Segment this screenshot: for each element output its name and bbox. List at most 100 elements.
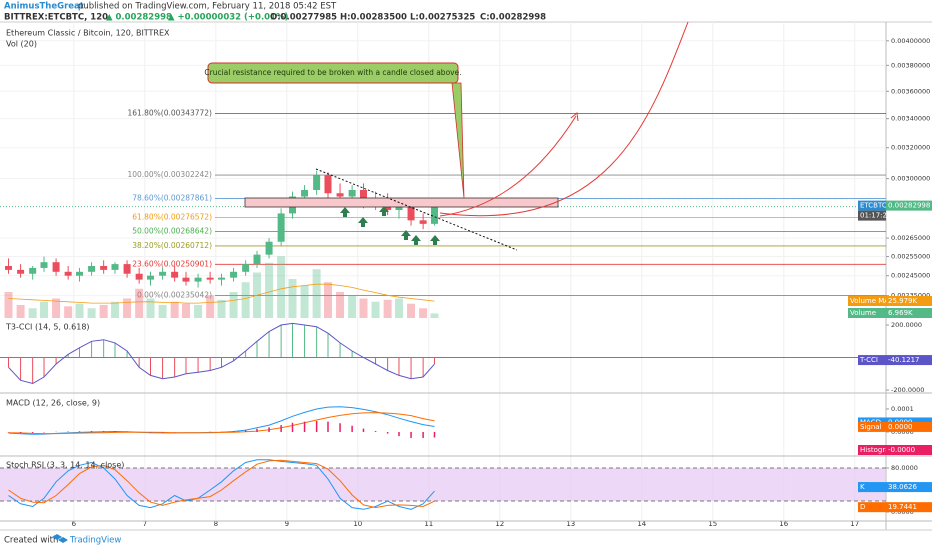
axis-tag (886, 296, 932, 306)
x-tick-label: 11 (424, 520, 433, 528)
axis-tag (858, 421, 886, 432)
pane-title: Stoch RSI (3, 3, 14, 14, close) (6, 461, 124, 470)
symbol: BITTREX:ETCBTC, 120 (4, 13, 108, 23)
axis-tag (886, 445, 932, 455)
volume-bar (348, 295, 357, 318)
volume-bar (135, 288, 144, 318)
axis-tag (848, 296, 886, 306)
volume-bar (371, 301, 380, 318)
candle-body (253, 254, 261, 265)
candle-body (242, 264, 250, 272)
y-tick-label: 0.00380000 (891, 61, 930, 69)
volume-bar (407, 303, 416, 318)
axis-tag-text: Signal (860, 423, 882, 431)
x-tick-label: 10 (353, 520, 362, 528)
candle-body (52, 262, 60, 272)
arrow (401, 230, 411, 240)
x-tick-label: 7 (143, 520, 147, 528)
author[interactable]: AnimusTheGreat (4, 2, 84, 12)
volume-bar (394, 298, 403, 318)
volume-bar (87, 308, 96, 318)
axis-tag (858, 502, 886, 513)
volume-bar (64, 306, 73, 318)
y-tick-label: 0.00245000 (891, 272, 930, 280)
candle-body (29, 267, 37, 274)
fib-label: 61.80%(0.00276572) (132, 213, 212, 222)
x-tick-label: 6 (72, 520, 77, 528)
callout-text: Crucial resistance required to be broken… (204, 68, 461, 77)
x-tick-label: 15 (708, 520, 717, 528)
axis-tag-text: 38.0626 (888, 483, 917, 491)
logo (52, 534, 68, 543)
volume-bar (336, 292, 345, 318)
volume-bar (182, 303, 191, 318)
indicator-line (8, 322, 435, 385)
y-tick-label: 0.0001 (891, 405, 914, 413)
indicator-line (8, 459, 435, 509)
candle-body (313, 175, 321, 190)
y-tick-label: 0.00300000 (891, 175, 930, 183)
footer-brand[interactable]: TradingView (69, 536, 121, 546)
y-tick-label: 0.0000 (891, 428, 914, 436)
ohlc-high: H:0.00283500 (340, 13, 407, 23)
projection-curve (439, 21, 689, 217)
candle-body (265, 241, 273, 255)
volume-title: Vol (20) (6, 40, 37, 49)
fib-label: 38.20%(0.00260712) (132, 241, 212, 250)
pane-title: Ethereum Classic / Bitcoin, 120, BITTREX (6, 29, 170, 38)
volume-bar (323, 282, 332, 318)
ohlc-open: O:0.00277985 (270, 13, 337, 23)
volume-bar (312, 269, 321, 318)
axis-tag (886, 308, 932, 318)
axis-tag-text: D (860, 503, 865, 511)
candle-body (182, 277, 190, 282)
arrow (358, 217, 368, 227)
fib-label: 100.00%(0.00302242) (127, 170, 212, 179)
candle-body (88, 266, 96, 272)
y-tick-label: 200.0000 (891, 321, 922, 329)
axis-tag-text: -0.0000 (888, 446, 915, 454)
y-tick-label: 0.00255000 (891, 253, 930, 261)
candle-body (17, 269, 25, 274)
up-arrows (340, 206, 440, 245)
last-price: ▲ 0.00282998 (106, 13, 172, 23)
axis-tag (858, 355, 886, 366)
fib-label: 161.80%(0.00343772) (127, 108, 212, 117)
volume-bar (170, 301, 179, 318)
x-tick-label: 12 (495, 520, 504, 528)
axis-tag-text: 6.969K (888, 309, 913, 317)
candle-body (206, 277, 214, 280)
candle-body (147, 275, 155, 280)
axis-tag-text: K (860, 483, 865, 491)
axis-tag (848, 308, 886, 318)
candle-body (359, 189, 367, 204)
indicator-line (8, 412, 435, 435)
y-tick-label: 0.00400000 (891, 37, 930, 45)
volume-bar (277, 256, 286, 318)
volume-bar (217, 299, 226, 318)
candle-body (407, 204, 415, 221)
candle-body (76, 271, 84, 276)
axis-tag (858, 210, 886, 221)
candle-body (123, 264, 131, 274)
callout-pointer (451, 82, 465, 199)
candle-body (395, 204, 403, 211)
candle-body (40, 262, 48, 268)
volume-bar (4, 292, 13, 318)
arrow (430, 235, 440, 245)
volume-bar (75, 303, 84, 318)
volume-bar (288, 279, 297, 318)
candle-body (64, 271, 72, 276)
x-tick-label: 13 (566, 520, 575, 528)
published: published on TradingView.com, February 1… (78, 2, 337, 12)
ohlc-close: C:0.00282998 (480, 13, 546, 23)
volume-bar (194, 305, 203, 318)
axis-tag (886, 502, 932, 513)
axis-tag (858, 200, 886, 211)
indicator-line (8, 459, 435, 510)
x-tick-label: 14 (637, 520, 646, 528)
axis-tag-text: Volume (850, 309, 876, 317)
arrow (379, 206, 389, 216)
candle-body (218, 277, 225, 280)
